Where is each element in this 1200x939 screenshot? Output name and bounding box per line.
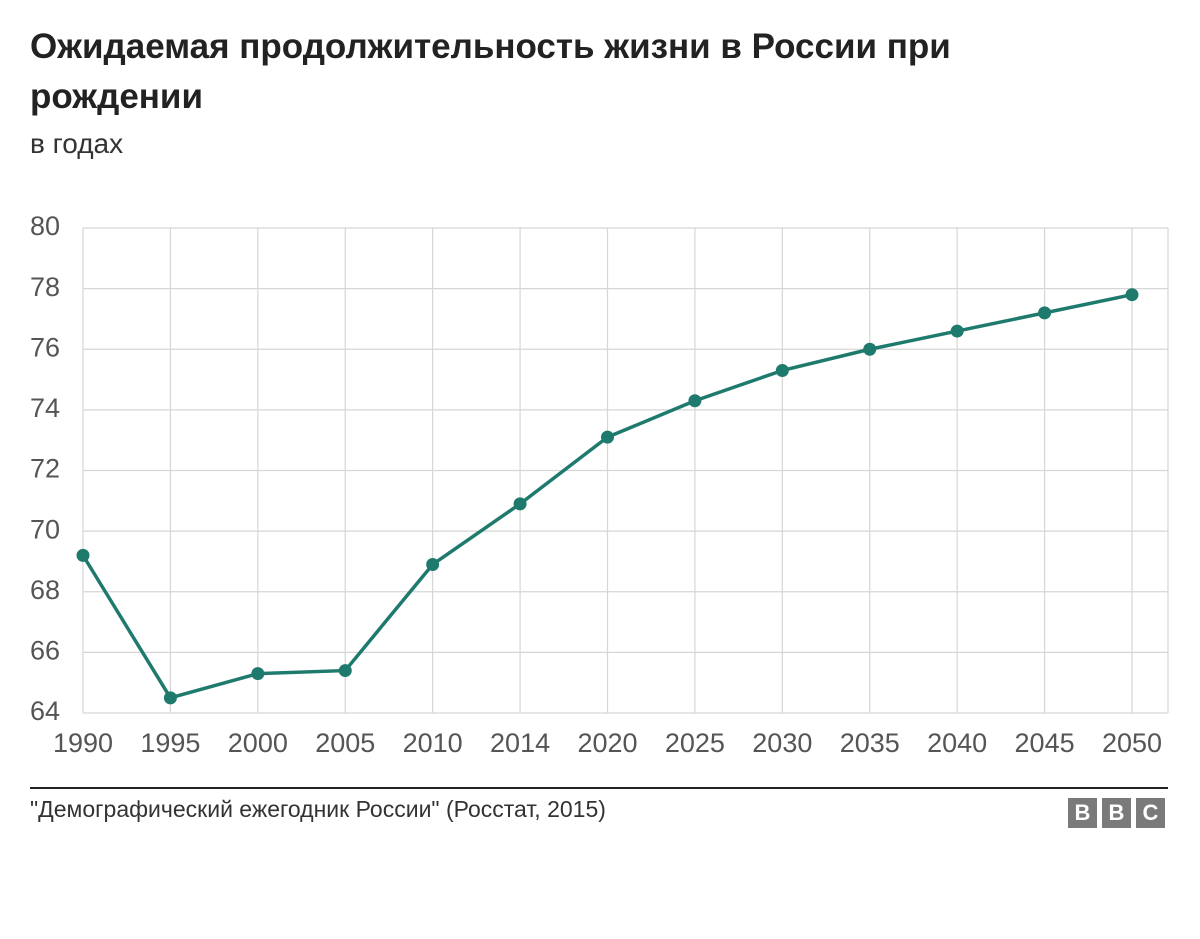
x-tick-label: 1990 [53,728,113,758]
y-tick-label: 78 [30,272,60,302]
y-tick-label: 68 [30,575,60,605]
x-tick-label: 2045 [1015,728,1075,758]
logo-letter: B [1068,798,1097,828]
x-tick-label: 2030 [752,728,812,758]
point [1125,288,1139,302]
x-tick-label: 2035 [840,728,900,758]
y-tick-label: 80 [30,211,60,241]
point [775,363,789,377]
source: "Демографический ежегодник России" (Росс… [30,796,606,822]
point [601,430,614,444]
point [251,667,265,681]
logo-letter: C [1136,798,1165,828]
x-tick-label: 2020 [577,728,637,758]
x-tick-label: 2025 [665,728,725,758]
y-tick-label: 64 [30,696,60,726]
y-tick-label: 70 [30,514,60,544]
logo-letter: B [1102,798,1131,828]
x-tick-label: 2014 [490,728,550,758]
chart-subtitle: в годах [30,128,124,159]
y-tick-label: 66 [30,636,60,666]
x-tick-label: 2050 [1102,728,1162,758]
point [688,394,702,408]
point [950,324,964,338]
y-tick-label: 72 [30,454,60,484]
y-tick-label: 76 [30,332,60,362]
point [76,548,90,562]
point [513,497,527,511]
point [426,557,440,571]
x-tick-label: 2005 [315,728,375,758]
x-tick-label: 2040 [927,728,987,758]
x-tick-label: 2000 [228,728,288,758]
point [338,664,352,678]
point [863,342,877,356]
point [1038,306,1052,320]
x-tick-label: 1995 [140,728,200,758]
point [163,691,177,705]
chart-title: Ожидаемая продолжительность жизни в Росс… [30,27,951,116]
x-tick-label: 2010 [403,728,463,758]
y-tick-label: 74 [30,393,60,423]
